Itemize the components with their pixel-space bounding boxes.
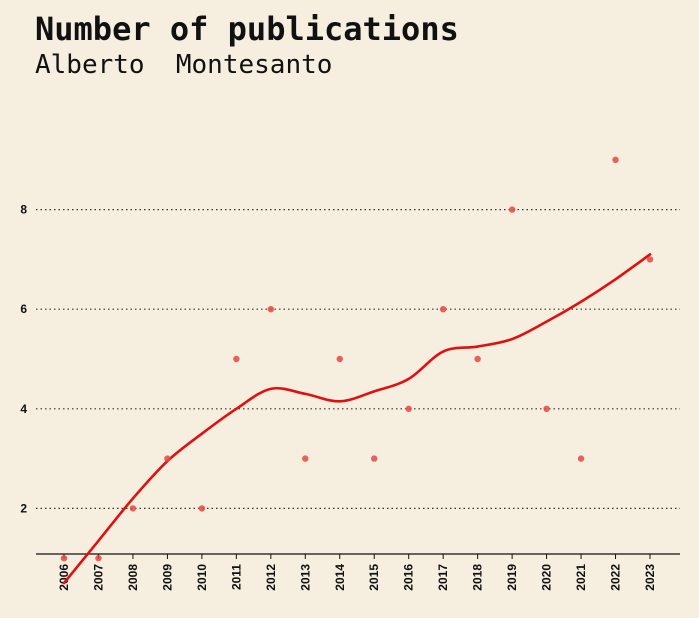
x-tick-label-2022: 2022: [609, 564, 623, 591]
data-point-2021: [577, 455, 585, 462]
x-tick-label-2021: 2021: [574, 564, 588, 591]
x-tick-label-2016: 2016: [402, 564, 416, 591]
x-tick-label-2015: 2015: [367, 564, 381, 591]
chart-subtitle: Alberto Montesanto: [35, 50, 333, 80]
x-tick-label-2012: 2012: [264, 564, 278, 591]
data-point-2012: [267, 306, 275, 313]
x-tick-label-2013: 2013: [298, 564, 312, 591]
data-point-2011: [233, 355, 240, 363]
x-tick-label-2018: 2018: [471, 564, 485, 591]
chart-title: Number of publications: [35, 10, 459, 48]
data-point-2007: [95, 555, 102, 562]
data-point-2022: [612, 156, 619, 163]
data-point-2006: [60, 555, 68, 562]
data-point-2008: [129, 505, 137, 512]
data-point-2009: [164, 455, 171, 462]
y-tick-label-4: 4: [20, 402, 27, 416]
x-tick-label-2020: 2020: [540, 564, 554, 591]
data-points: [60, 156, 654, 562]
x-tick-label-2008: 2008: [126, 564, 140, 591]
gridlines: [36, 209, 680, 509]
x-tick-label-2017: 2017: [436, 564, 450, 591]
y-tick-label-2: 2: [20, 501, 27, 515]
data-point-2010: [198, 505, 206, 512]
data-point-2023: [646, 256, 654, 263]
data-point-2016: [405, 405, 412, 412]
x-tick-label-2014: 2014: [333, 564, 347, 591]
data-point-2020: [543, 405, 550, 412]
x-tick-label-2019: 2019: [505, 564, 519, 591]
x-tick-label-2023: 2023: [643, 564, 657, 591]
data-point-2019: [508, 206, 516, 213]
x-tick-label-2011: 2011: [229, 564, 243, 590]
data-point-2018: [474, 355, 481, 363]
trend-line: [62, 253, 652, 585]
data-point-2015: [371, 455, 378, 462]
data-point-2017: [439, 306, 447, 313]
x-tick-label-2007: 2007: [91, 564, 105, 591]
trend-line-layer: [62, 253, 652, 585]
data-point-2014: [336, 355, 343, 363]
x-tick-label-2010: 2010: [195, 564, 209, 591]
x-tick-label-2006: 2006: [57, 564, 71, 591]
y-tick-label-6: 6: [20, 302, 27, 316]
x-tick-label-2009: 2009: [160, 564, 174, 591]
y-tick-label-8: 8: [20, 203, 27, 217]
axes: 2 4 6 8 2006 2007 2008 2009 2010 2011 2012 2013 2014…: [20, 203, 680, 591]
data-point-2013: [302, 455, 309, 462]
